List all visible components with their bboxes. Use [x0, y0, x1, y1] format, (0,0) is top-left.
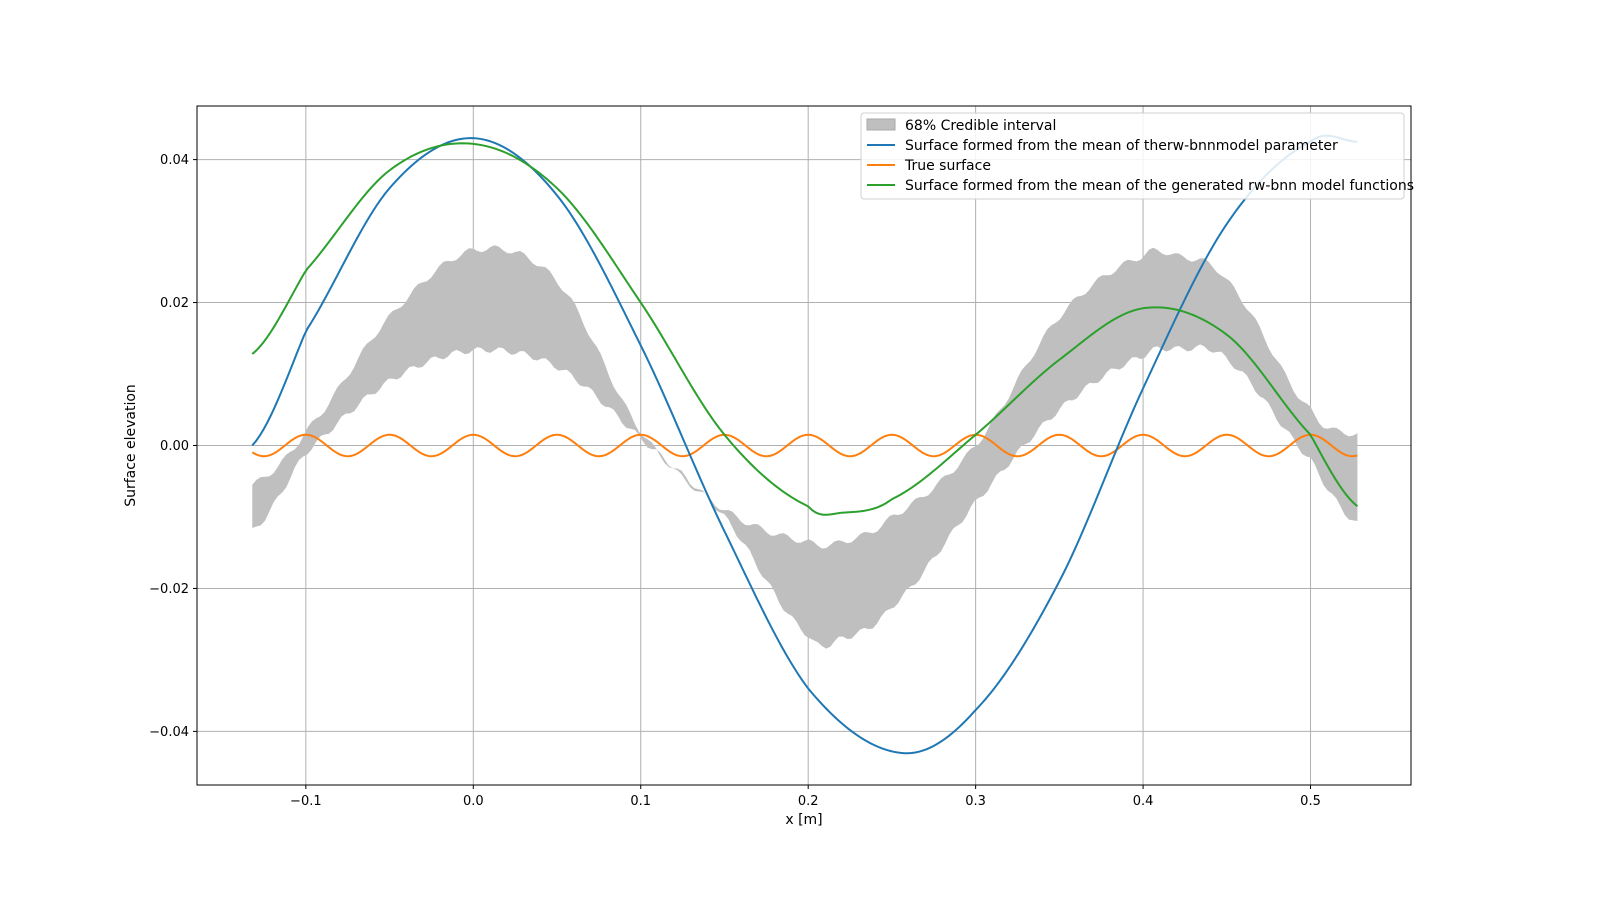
legend-label-mean-parameter: Surface formed from the mean of therw-bn… [905, 138, 1338, 154]
x-axis-ticks: −0.1 0.0 0.1 0.2 0.3 0.4 0.5 [290, 785, 1321, 809]
x-tick-label: 0.3 [965, 794, 986, 809]
x-axis-label: x [m] [785, 812, 822, 828]
y-tick-label: −0.02 [149, 582, 189, 597]
mean-parameter-line [251, 134, 1358, 755]
legend-swatch-credible-interval [866, 118, 896, 131]
legend: 68% Credible interval Surface formed fro… [860, 112, 1414, 200]
y-tick-label: 0.00 [160, 439, 189, 454]
mean-functions-line [251, 142, 1359, 516]
credible-interval-band [252, 245, 1358, 649]
x-tick-label: 0.2 [798, 794, 819, 809]
y-axis-ticks: −0.04 −0.02 0.00 0.02 0.04 [149, 153, 197, 740]
x-tick-label: 0.0 [463, 794, 484, 809]
x-tick-label: 0.1 [630, 794, 651, 809]
true-surface-line [251, 433, 1358, 458]
y-axis-label: Surface elevation [123, 384, 139, 507]
x-tick-label: 0.5 [1300, 794, 1321, 809]
series-lines [251, 134, 1359, 755]
y-tick-label: 0.04 [160, 153, 189, 168]
legend-box [860, 112, 1405, 200]
y-tick-label: −0.04 [149, 725, 189, 740]
x-tick-label: −0.1 [290, 794, 322, 809]
credible-interval-area [252, 245, 1358, 649]
y-tick-label: 0.02 [160, 296, 189, 311]
legend-label-mean-functions: Surface formed from the mean of the gene… [905, 178, 1414, 194]
legend-label-credible-interval: 68% Credible interval [905, 118, 1056, 134]
legend-label-true-surface: True surface [904, 158, 991, 174]
x-tick-label: 0.4 [1133, 794, 1154, 809]
